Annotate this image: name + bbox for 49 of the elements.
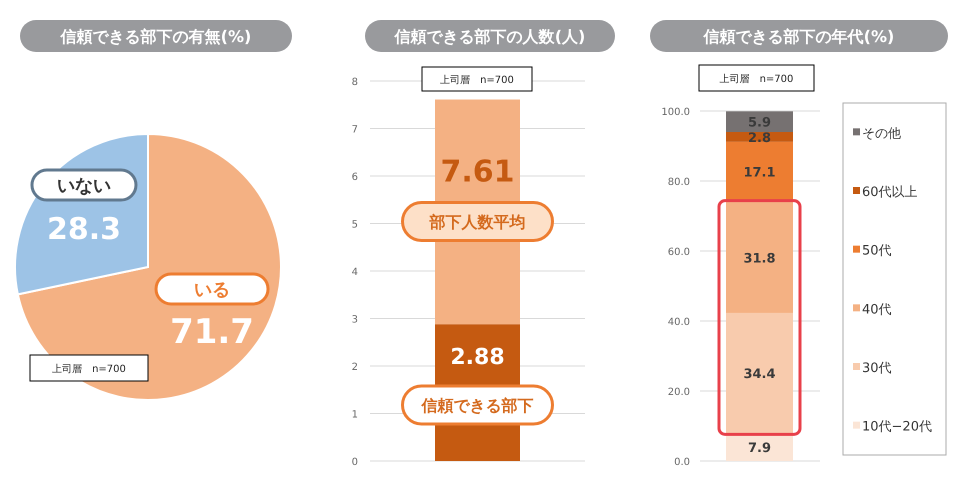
data-label: 34.4 [743,367,776,382]
bar [726,312,793,434]
bar [726,111,793,132]
data-label: 28.3 [46,212,121,248]
y-tick-label: 60.0 [668,247,690,258]
y-tick-label: 40.0 [668,317,690,328]
series-label: 部下人数平均 [428,212,526,232]
chart-title: 信頼できる部下の人数(人) [394,27,586,46]
y-tick-label: 3 [352,314,358,326]
series-label: 信頼できる部下 [420,396,534,415]
y-tick-label: 80.0 [668,177,690,188]
total-label: 7.61 [440,154,515,190]
y-tick-label: 20.0 [668,387,690,398]
label-pill: いない [30,168,138,202]
note-box: 上司層 n=700 [698,64,814,92]
y-tick-label: 5 [352,220,358,230]
y-tick-label: 6 [352,172,358,183]
annotation: 上司層 n=700 [440,74,514,86]
legend-label: 60代以上 [862,185,918,200]
legend-label: 30代 [862,361,892,376]
y-tick-label: 0 [352,457,358,468]
data-label: 71.7 [170,312,254,352]
y-tick-label: 100.0 [661,107,690,118]
chart-title: 信頼できる部下の年代(%) [702,27,894,46]
slice-label: いる [194,279,230,300]
legend-label: その他 [862,126,901,142]
legend-label: 50代 [862,244,892,259]
legend-label: 40代 [862,302,892,318]
y-tick-label: 0.0 [674,457,690,468]
y-tick-label: 7 [352,124,358,136]
note-box: 上司層 n=700 [30,354,148,382]
bar [726,202,793,313]
note-box: 上司層 n=700 [422,66,532,92]
data-label: 2.8 [748,130,772,146]
label-pill: 部下人数平均 [401,201,554,242]
data-label: 2.88 [450,345,505,370]
y-tick-label: 4 [352,267,358,278]
data-label: 17.1 [743,166,776,181]
y-tick-label: 2 [352,362,358,373]
data-label: 5.9 [748,116,772,131]
label-pill: いる [154,272,270,306]
data-label: 7.9 [748,441,772,456]
chart-title: 信頼できる部下の有無(%) [60,27,252,46]
slice-label: いない [56,176,111,197]
y-tick-label: 1 [352,410,358,420]
legend-label: 10代−20代 [862,420,932,435]
label-pill: 信頼できる部下 [401,384,554,426]
data-label: 31.8 [743,251,776,266]
y-tick-label: 8 [352,77,358,88]
